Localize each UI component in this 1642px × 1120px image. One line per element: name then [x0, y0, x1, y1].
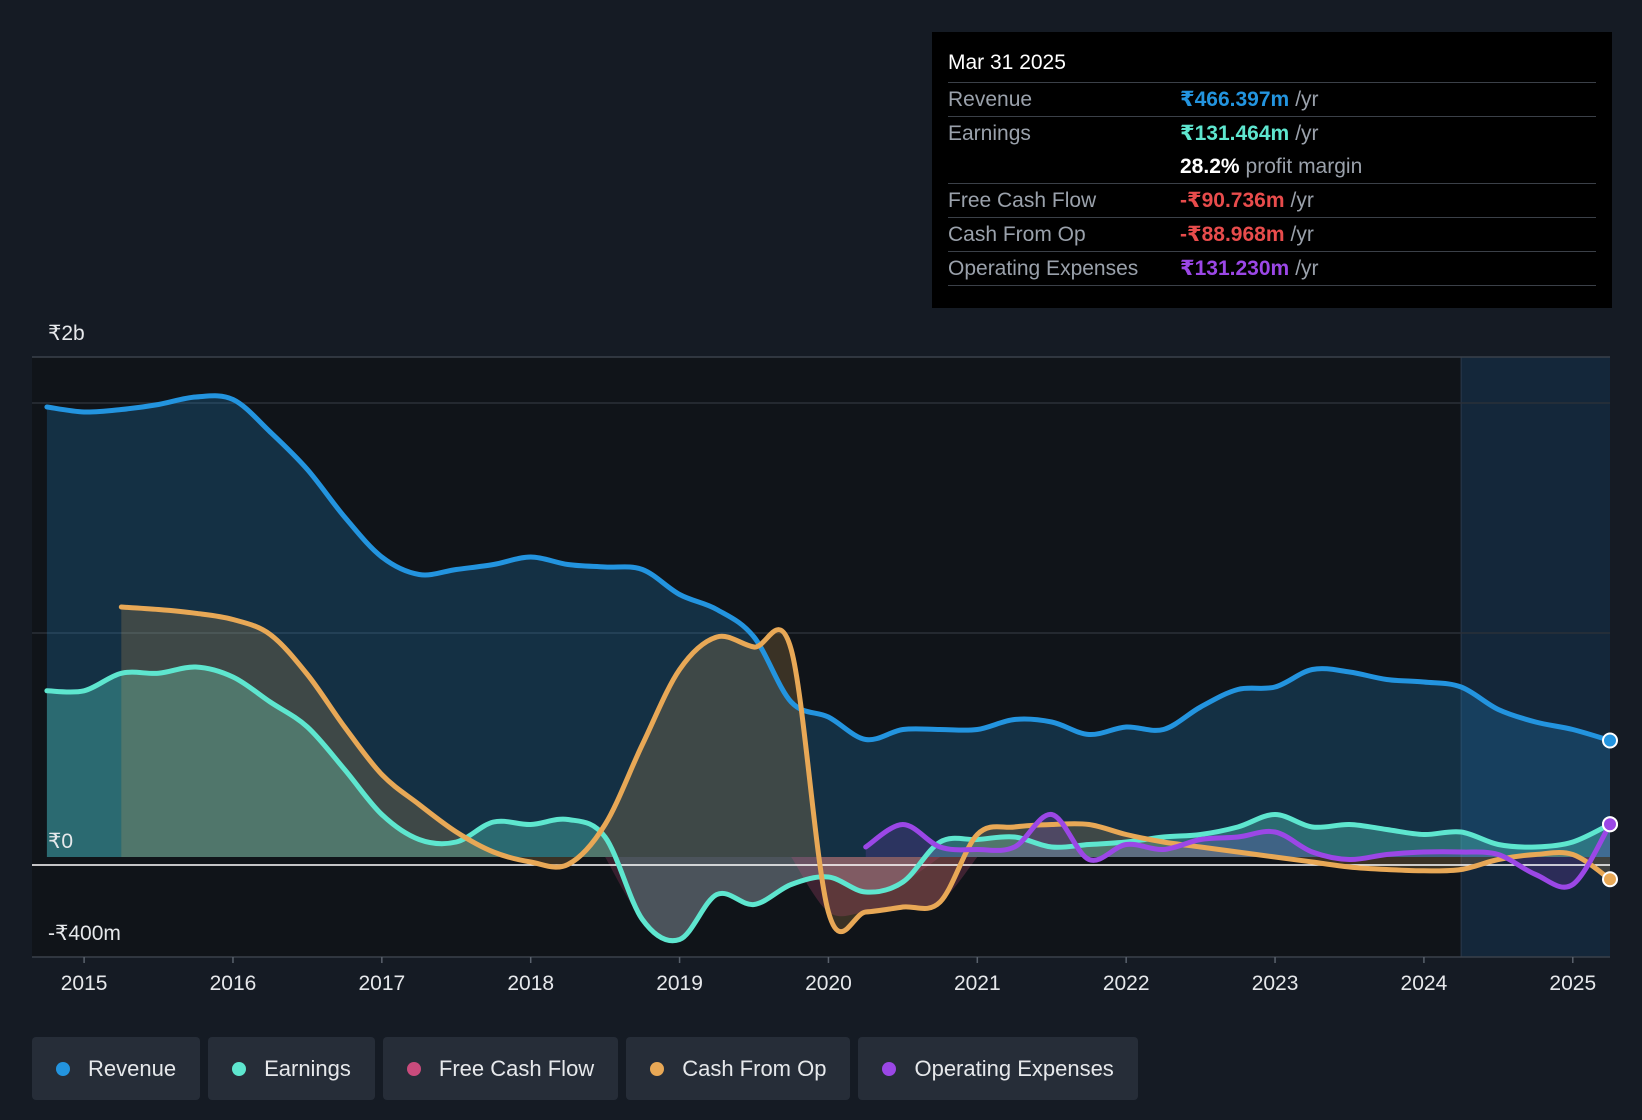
legend-item-earnings[interactable]: Earnings [208, 1037, 375, 1100]
tooltip-label: Operating Expenses [948, 257, 1139, 280]
profit-margin-label: profit margin [1245, 155, 1363, 178]
y-tick-label-top: ₹2b [48, 322, 85, 345]
x-tick-label: 2018 [507, 972, 554, 995]
tooltip-unit: /yr [1295, 88, 1319, 111]
endpoint-cash-from-op [1602, 871, 1618, 888]
tooltip-date: Mar 31 2025 [948, 48, 1596, 83]
area-revenue [46, 395, 1610, 857]
tooltip-unit: /yr [1295, 257, 1319, 280]
x-tick-label: 2025 [1549, 972, 1596, 995]
tooltip-row-cfo: Cash From Op -₹88.968m /yr [948, 218, 1596, 252]
endpoint-revenue [1602, 732, 1618, 749]
tooltip-value: ₹131.464m [1180, 122, 1290, 145]
tooltip-row-earnings: Earnings ₹131.464m /yr [948, 117, 1596, 150]
legend-item-operating-expenses[interactable]: Operating Expenses [858, 1037, 1138, 1100]
legend-label: Operating Expenses [914, 1055, 1114, 1081]
tooltip-row-fcf: Free Cash Flow -₹90.736m /yr [948, 184, 1596, 218]
tooltip-value: ₹131.230m [1180, 257, 1290, 280]
tooltip-label: Free Cash Flow [948, 189, 1097, 212]
legend-dot-icon [232, 1061, 247, 1076]
tooltip-label-blank [948, 150, 1180, 183]
x-axis-ticks: 2015 2016 2017 2018 2019 2020 2021 2022 2023 2024… [61, 957, 1596, 995]
tooltip-unit: /yr [1290, 189, 1314, 212]
area-cash-from-op [121, 607, 1610, 932]
x-tick-label: 2015 [61, 972, 108, 995]
line-operating-expenses [863, 812, 1613, 890]
profit-margin-value: 28.2% [1180, 155, 1240, 178]
legend-dot-icon [882, 1061, 897, 1076]
x-tick-label: 2017 [358, 972, 405, 995]
series-endpoints [1602, 732, 1618, 888]
x-tick-label: 2022 [1103, 972, 1150, 995]
tooltip: Mar 31 2025 Revenue ₹466.397m /yr Earnin… [932, 32, 1612, 308]
legend-label: Cash From Op [682, 1055, 827, 1081]
tooltip-row-margin: 28.2% profit margin [948, 150, 1596, 184]
legend: Revenue Earnings Free Cash Flow Cash Fro… [32, 1037, 1138, 1100]
legend-dot-icon [56, 1061, 70, 1076]
x-tick-label: 2024 [1401, 972, 1448, 995]
tooltip-label: Revenue [948, 88, 1033, 111]
tooltip-value: -₹90.736m [1180, 189, 1285, 212]
area-earnings [46, 666, 1610, 941]
negative-area-cash-from-op [791, 857, 978, 917]
y-tick-label-zero: ₹0 [48, 830, 73, 853]
tooltip-unit: /yr [1290, 223, 1314, 246]
line-revenue [44, 393, 1613, 743]
x-tick-label: 2020 [805, 972, 852, 995]
legend-item-free-cash-flow[interactable]: Free Cash Flow [382, 1037, 619, 1100]
legend-dot-icon [650, 1061, 665, 1076]
legend-item-revenue[interactable]: Revenue [32, 1037, 201, 1100]
legend-label: Free Cash Flow [438, 1055, 595, 1081]
tooltip-row-revenue: Revenue ₹466.397m /yr [948, 83, 1596, 117]
negative-area-earnings [605, 857, 941, 941]
tooltip-value: ₹466.397m [1180, 88, 1290, 111]
tooltip-label: Earnings [948, 122, 1031, 145]
series-lines [44, 393, 1613, 944]
line-earnings [44, 664, 1613, 944]
x-tick-label: 2023 [1252, 972, 1299, 995]
legend-item-cash-from-op[interactable]: Cash From Op [626, 1037, 851, 1100]
x-tick-label: 2016 [210, 972, 257, 995]
endpoint-operating-expenses [1602, 816, 1618, 833]
tooltip-value: -₹88.968m [1180, 223, 1285, 246]
line-cash-from-op [118, 604, 1613, 935]
y-tick-label-bottom: -₹400m [48, 922, 121, 945]
tooltip-unit: /yr [1295, 122, 1319, 145]
tooltip-label: Cash From Op [948, 223, 1086, 246]
legend-label: Revenue [88, 1055, 177, 1081]
legend-label: Earnings [264, 1055, 351, 1081]
legend-dot-icon [406, 1061, 421, 1076]
tooltip-row-opex: Operating Expenses ₹131.230m /yr [948, 252, 1596, 286]
x-tick-label: 2021 [954, 972, 1001, 995]
x-tick-label: 2019 [656, 972, 703, 995]
